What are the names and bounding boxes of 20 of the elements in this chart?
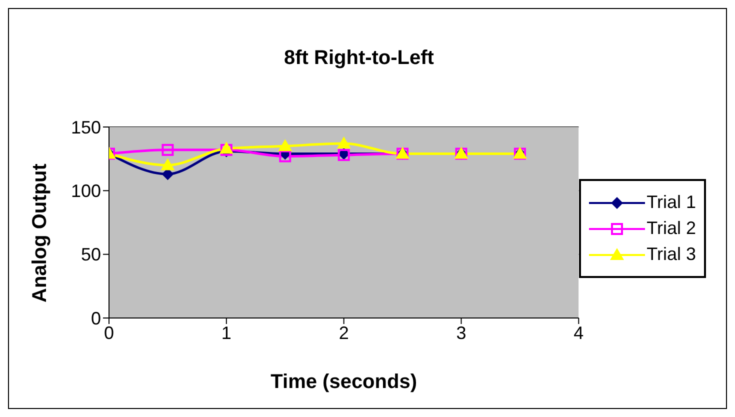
x-tick-label: 0 [104, 322, 114, 343]
legend-label: Trial 1 [646, 192, 696, 213]
chart-title: 8ft Right-to-Left [283, 47, 435, 70]
y-axis-title: Analog Output [29, 163, 52, 302]
x-tick-label: 1 [221, 322, 232, 343]
point [162, 144, 174, 156]
y-tick-label: 100 [70, 181, 101, 202]
x-axis-title: Time (seconds) [270, 371, 417, 393]
point [278, 139, 292, 152]
y-tick-label: 50 [80, 244, 101, 265]
y-tick-label: 0 [90, 308, 101, 328]
y-tick-label: 150 [70, 117, 101, 138]
point [336, 136, 351, 149]
point [279, 150, 292, 162]
legend-label: Trial 3 [646, 244, 696, 265]
x-tick-label: 3 [456, 322, 466, 343]
x-tick-label: 2 [338, 322, 349, 343]
point [160, 158, 175, 170]
x-tick-label: 4 [574, 322, 584, 343]
legend-label: Trial 2 [646, 218, 696, 239]
